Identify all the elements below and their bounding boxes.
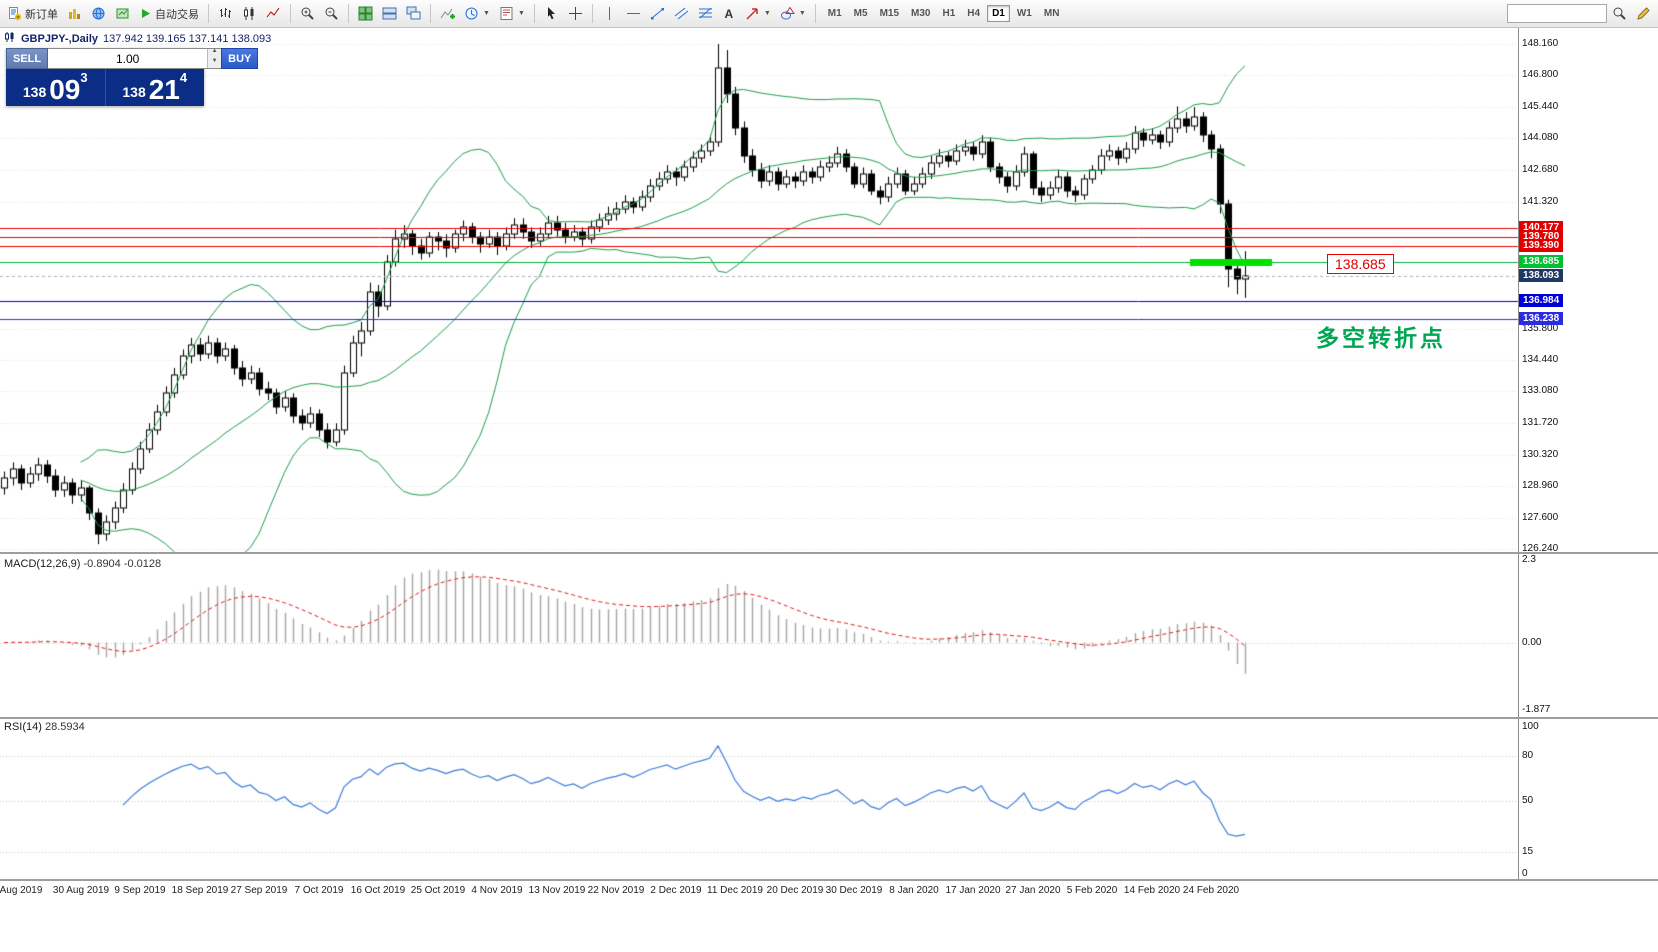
edit-pencil-icon[interactable] [1632, 2, 1655, 25]
annotation-text[interactable]: 多空转折点 [1316, 325, 1446, 351]
toolbar-separator [591, 4, 593, 23]
new-order-icon [7, 6, 22, 21]
buy-price[interactable]: 138 21 4 [106, 69, 205, 106]
play-icon [139, 7, 152, 20]
line-chart-icon[interactable] [262, 2, 285, 25]
macd-values: -0.8904 -0.0128 [83, 558, 162, 570]
symbol-title: GBPJPY-,Daily [21, 32, 99, 45]
rsi-value: 28.5934 [44, 721, 85, 733]
toolbar-separator [348, 4, 349, 23]
toolbar-separator [430, 4, 431, 23]
volume-box: ▲▼ [48, 48, 222, 69]
timeframe-mn-button[interactable]: MN [1039, 5, 1065, 22]
market-watch-icon[interactable] [87, 2, 110, 25]
tile-windows-icon[interactable] [354, 2, 377, 25]
timeframe-h1-button[interactable]: H1 [937, 5, 960, 22]
spinner-up-icon[interactable]: ▲ [208, 48, 222, 59]
symbol-ohlc: 137.942 139.165 137.141 138.093 [103, 32, 272, 45]
pane-separator-macd[interactable] [0, 552, 1658, 554]
price-axis[interactable] [1518, 28, 1658, 880]
toolbar-search-input[interactable] [1507, 4, 1607, 23]
macd-name: MACD(12,26,9) [4, 558, 81, 570]
horizontal-line-icon[interactable] [622, 2, 645, 25]
chart-window: 148.160 146.800 145.440 144.080 142.680 141.3… [0, 28, 1658, 952]
sell-price-big: 09 [49, 74, 81, 105]
auto-trading-button[interactable]: 自动交易 [135, 2, 203, 25]
timeframe-w1-button[interactable]: W1 [1012, 5, 1037, 22]
timeframe-toolbar: M1 M5 M15 M30 H1 H4 D1 W1 MN [823, 5, 1065, 22]
chevron-down-icon: ▼ [763, 10, 771, 17]
pane-separator-rsi[interactable] [0, 717, 1658, 719]
price-axis-separator [1518, 28, 1519, 880]
price-chart-canvas[interactable] [0, 28, 1658, 952]
auto-trading-label: 自动交易 [155, 8, 199, 21]
volume-input[interactable] [48, 49, 208, 68]
trade-panel-price-row: 138 09 3 138 21 4 [6, 69, 204, 106]
cursor-icon[interactable] [540, 2, 563, 25]
new-order-button[interactable]: 新订单 [3, 2, 62, 25]
candlestick-chart-icon[interactable] [238, 2, 261, 25]
chevron-down-icon: ▼ [517, 10, 525, 17]
sell-button[interactable]: SELL [6, 48, 49, 69]
symbol-info: GBPJPY-,Daily 137.942 139.165 137.141 13… [4, 31, 271, 46]
crosshair-icon[interactable] [564, 2, 587, 25]
macd-indicator-label: MACD(12,26,9) -0.8904 -0.0128 [4, 558, 161, 570]
cascade-windows-icon[interactable] [402, 2, 425, 25]
sell-price[interactable]: 138 09 3 [6, 69, 106, 106]
sell-price-sup: 3 [80, 70, 88, 85]
trade-panel-top-row: SELL ▲▼ BUY [6, 48, 259, 69]
timeframe-m30-button[interactable]: M30 [906, 5, 935, 22]
templates-icon[interactable]: ▼ [495, 2, 529, 25]
rsi-name: RSI(14) [4, 721, 42, 733]
trendline-icon[interactable] [646, 2, 669, 25]
toolbar-separator [208, 4, 209, 23]
rsi-indicator-label: RSI(14) 28.5934 [4, 721, 85, 733]
fibonacci-icon[interactable] [694, 2, 717, 25]
chart-icon [4, 31, 16, 46]
toolbar: 新订单 自动交易 ▼ ▼ A ▼ ▼ M1 M5 M15 M30 H1 H4 D1 W1 MN [0, 0, 1658, 28]
vertical-line-icon[interactable] [598, 2, 621, 25]
zoom-in-icon[interactable] [296, 2, 319, 25]
new-order-label: 新订单 [25, 8, 58, 21]
navigator-icon[interactable] [111, 2, 134, 25]
timeframe-h4-button[interactable]: H4 [962, 5, 985, 22]
chevron-down-icon: ▼ [798, 10, 806, 17]
indicators-icon[interactable] [436, 2, 459, 25]
arrange-windows-icon[interactable] [378, 2, 401, 25]
charts-icon[interactable] [63, 2, 86, 25]
buy-button[interactable]: BUY [221, 48, 259, 69]
timeframe-m5-button[interactable]: M5 [849, 5, 873, 22]
channel-icon[interactable] [670, 2, 693, 25]
bar-chart-icon[interactable] [214, 2, 237, 25]
toolbar-separator [290, 4, 291, 23]
buy-price-big: 21 [148, 74, 180, 105]
shapes-icon[interactable]: ▼ [776, 2, 810, 25]
search-icon[interactable] [1608, 2, 1631, 25]
timeframe-m15-button[interactable]: M15 [875, 5, 904, 22]
chevron-down-icon: ▼ [483, 10, 490, 17]
buy-price-sup: 4 [179, 70, 188, 85]
level-price-box[interactable]: 138.685 [1327, 254, 1394, 274]
zoom-out-icon[interactable] [320, 2, 343, 25]
buy-price-base: 138 [122, 84, 146, 100]
sell-price-base: 138 [22, 84, 47, 100]
toolbar-separator [533, 4, 535, 23]
date-axis[interactable] [0, 880, 1658, 902]
toolbar-separator [814, 4, 816, 23]
spinner-down-icon[interactable]: ▼ [208, 58, 222, 68]
text-icon[interactable]: A [724, 6, 734, 21]
timeframe-m1-button[interactable]: M1 [823, 5, 847, 22]
periods-icon[interactable]: ▼ [460, 2, 494, 25]
timeframe-d1-button[interactable]: D1 [987, 5, 1010, 22]
volume-spinner[interactable]: ▲ ▼ [207, 48, 222, 68]
arrows-icon[interactable]: ▼ [741, 2, 775, 25]
pane-separator-axis [0, 879, 1658, 881]
